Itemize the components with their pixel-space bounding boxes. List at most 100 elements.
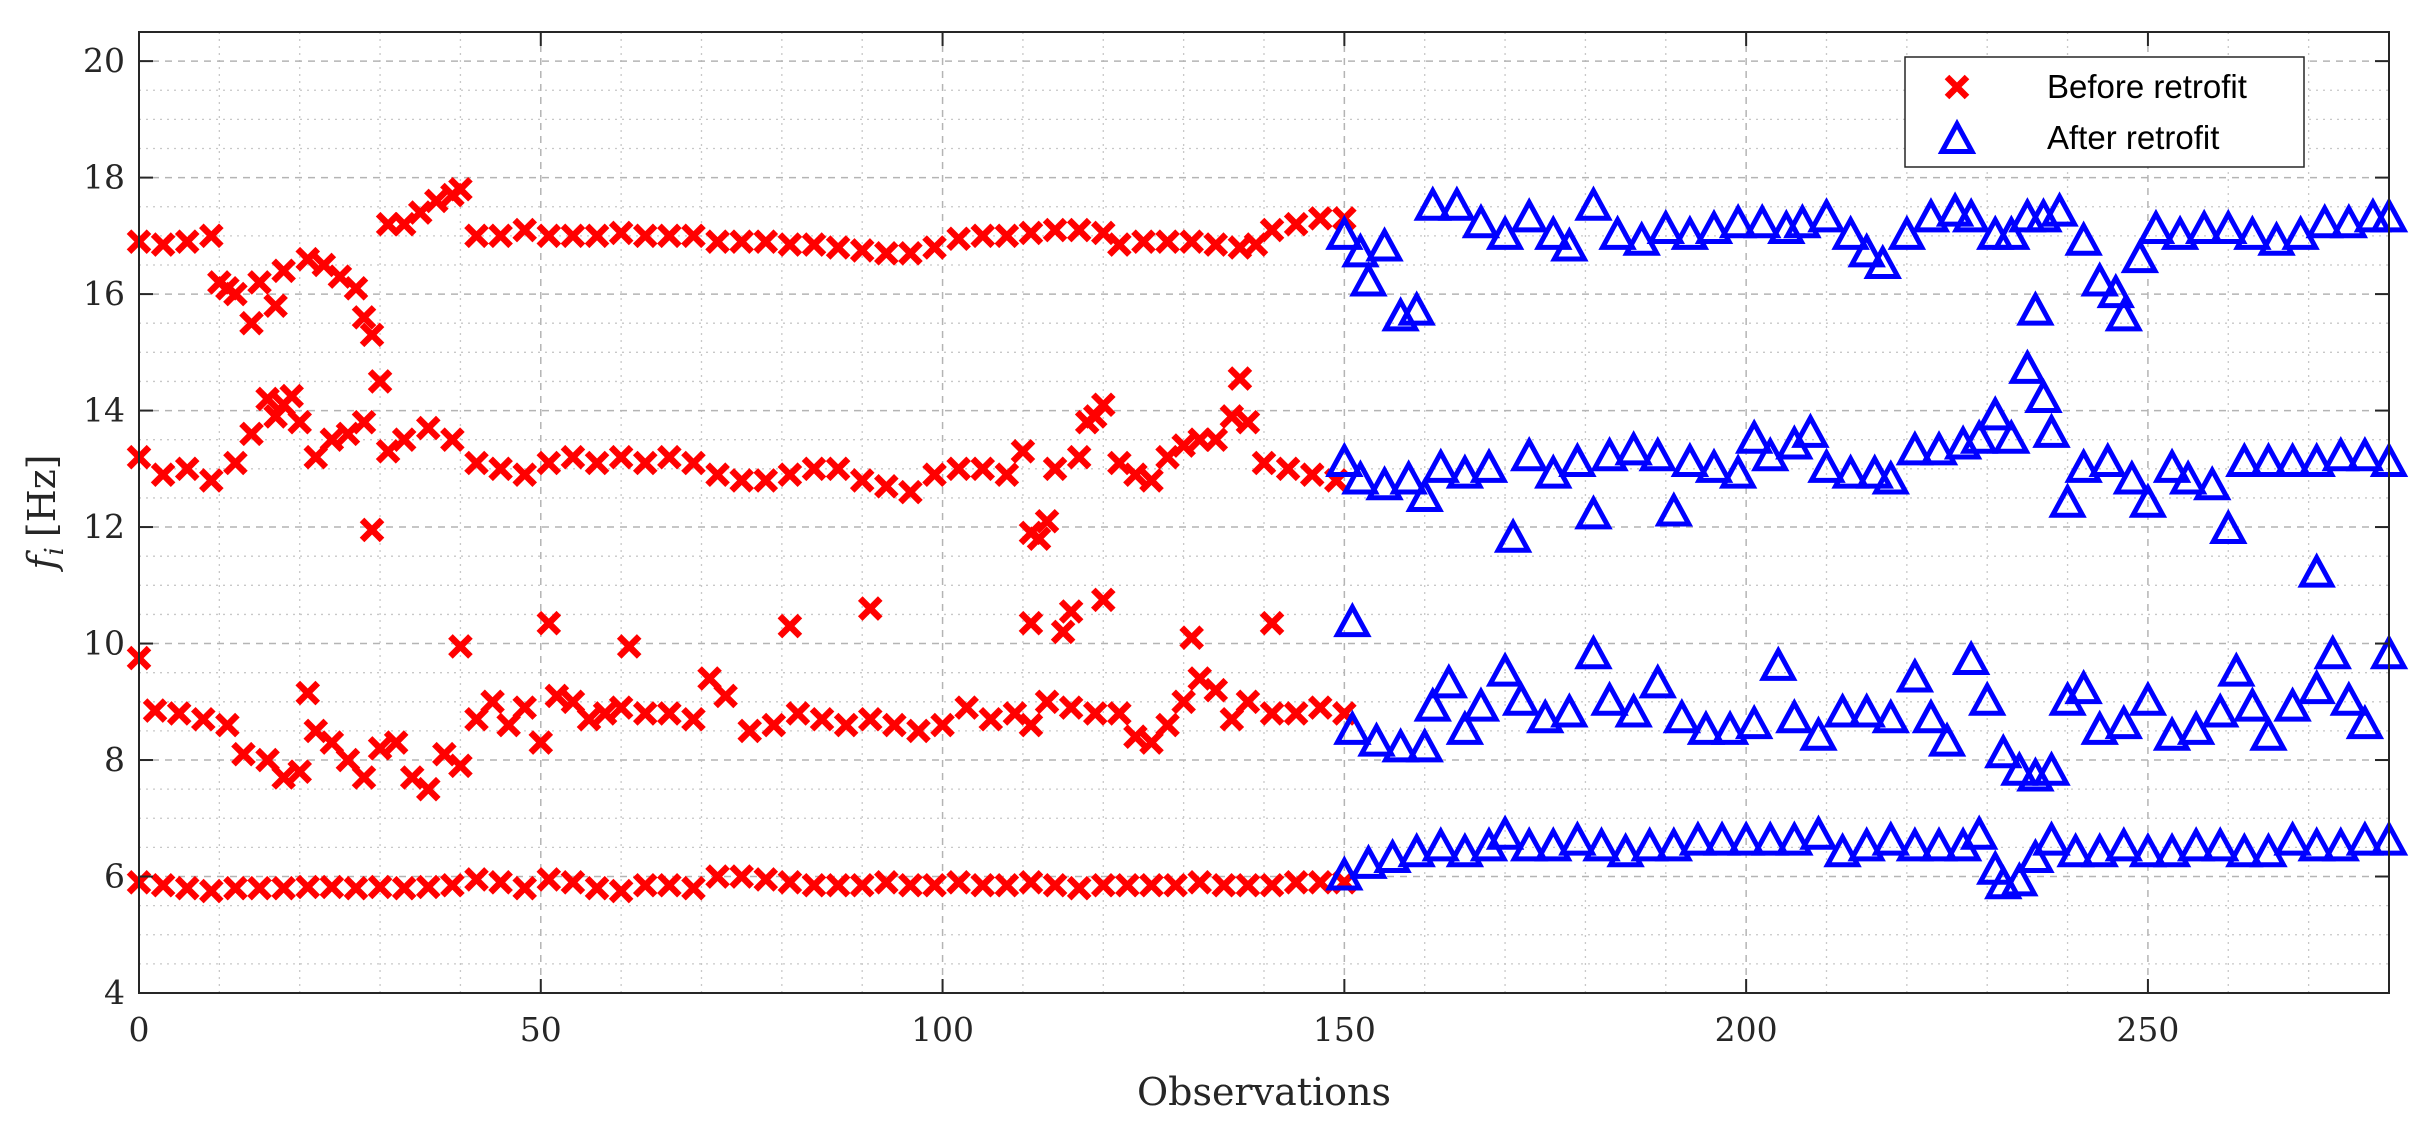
data-point-before — [174, 875, 200, 901]
data-point-after — [1670, 441, 1710, 478]
data-point-before — [970, 223, 996, 249]
data-point-before — [1259, 701, 1285, 726]
series-after-retrofit — [1325, 185, 2409, 900]
data-point-before — [1203, 677, 1229, 703]
y-tick-label: 16 — [83, 274, 125, 313]
data-point-after — [1927, 721, 1967, 757]
y-tick-label: 6 — [104, 857, 125, 896]
data-point-after — [2345, 703, 2385, 740]
data-point-after — [1333, 709, 1372, 745]
data-point-before — [287, 759, 313, 784]
data-point-before — [898, 872, 923, 898]
data-point-after — [1718, 202, 1758, 239]
data-point-before — [1187, 870, 1213, 895]
data-point-before — [777, 613, 803, 639]
data-point-before — [560, 870, 586, 895]
data-point-before — [1034, 508, 1060, 534]
data-point-before — [448, 634, 473, 659]
data-point-before — [632, 872, 658, 898]
data-point-before — [199, 468, 224, 493]
data-point-before — [239, 310, 264, 336]
data-point-before — [946, 870, 971, 895]
data-point-after — [1534, 826, 1573, 862]
data-point-after — [1574, 633, 1613, 670]
data-point-after — [2233, 214, 2272, 250]
data-point-after — [2329, 680, 2369, 716]
data-point-before — [1123, 462, 1148, 487]
data-point-after — [1349, 261, 1388, 297]
data-point-before — [1275, 456, 1301, 482]
data-point-before — [729, 468, 754, 493]
x-tick-label: 100 — [911, 1010, 974, 1049]
data-point-after — [2000, 750, 2039, 786]
data-point-before — [825, 235, 851, 260]
data-point-before — [753, 867, 779, 892]
data-point-after — [2329, 202, 2369, 239]
data-point-after — [1734, 418, 1774, 454]
data-point-before — [874, 473, 899, 499]
data-point-before — [753, 229, 779, 254]
y-tick-label: 10 — [83, 624, 125, 663]
data-point-after — [2104, 826, 2144, 862]
data-point-after — [1558, 820, 1597, 856]
data-point-before — [351, 765, 377, 790]
data-point-before — [970, 872, 996, 898]
data-point-after — [1799, 814, 1838, 850]
data-point-before — [424, 188, 449, 214]
data-point-before — [1259, 217, 1285, 243]
data-point-before — [681, 706, 706, 732]
data-point-before — [440, 872, 465, 898]
legend-cross-marker — [1944, 74, 1970, 100]
data-point-before — [1018, 610, 1044, 636]
data-point-after — [1389, 459, 1428, 495]
data-point-before — [874, 241, 899, 266]
data-point-before — [994, 872, 1020, 898]
data-point-after — [2176, 709, 2216, 745]
data-point-after — [2321, 435, 2360, 472]
data-point-after — [2233, 686, 2272, 722]
data-point-before — [1283, 701, 1309, 726]
y-tick-label: 18 — [83, 158, 125, 197]
data-point-before — [560, 223, 586, 249]
data-point-after — [1397, 290, 1436, 326]
data-point-before — [584, 450, 610, 476]
data-point-after — [2257, 220, 2296, 256]
data-point-after — [1654, 826, 1694, 862]
data-point-before — [1066, 875, 1092, 901]
y-tick-label: 8 — [104, 740, 125, 779]
data-point-before — [1139, 872, 1164, 898]
data-point-after — [1911, 197, 1951, 233]
data-point-before — [1283, 211, 1309, 237]
data-point-before — [1259, 872, 1285, 898]
data-point-after — [1413, 185, 1452, 221]
data-point-before — [536, 610, 562, 636]
data-point-before — [584, 875, 610, 901]
data-point-before — [255, 747, 280, 773]
data-point-after — [1694, 208, 1734, 245]
data-point-after — [1349, 843, 1388, 879]
data-point-before — [954, 695, 979, 720]
data-point-before — [367, 369, 393, 394]
data-point-after — [2152, 447, 2192, 483]
y-tick-label: 12 — [83, 507, 125, 546]
legend: Before retrofit After retrofit — [1904, 56, 2305, 168]
data-point-before — [488, 870, 513, 895]
data-point-before — [166, 701, 192, 726]
data-point-before — [536, 450, 562, 476]
data-point-after — [2088, 441, 2127, 478]
data-point-before — [351, 409, 377, 435]
data-point-after — [1509, 826, 1549, 862]
data-point-before — [632, 450, 658, 476]
data-point-after — [1871, 698, 1910, 734]
data-point-before — [1179, 229, 1204, 254]
data-point-before — [882, 712, 907, 738]
data-point-before — [488, 456, 513, 482]
data-point-after — [2056, 831, 2095, 868]
data-point-before — [729, 229, 754, 254]
data-point-after — [2104, 296, 2144, 332]
data-point-before — [319, 730, 345, 755]
data-point-after — [1895, 430, 1935, 466]
data-point-before — [512, 875, 538, 901]
data-point-after — [1911, 698, 1951, 734]
data-point-before — [343, 875, 369, 901]
